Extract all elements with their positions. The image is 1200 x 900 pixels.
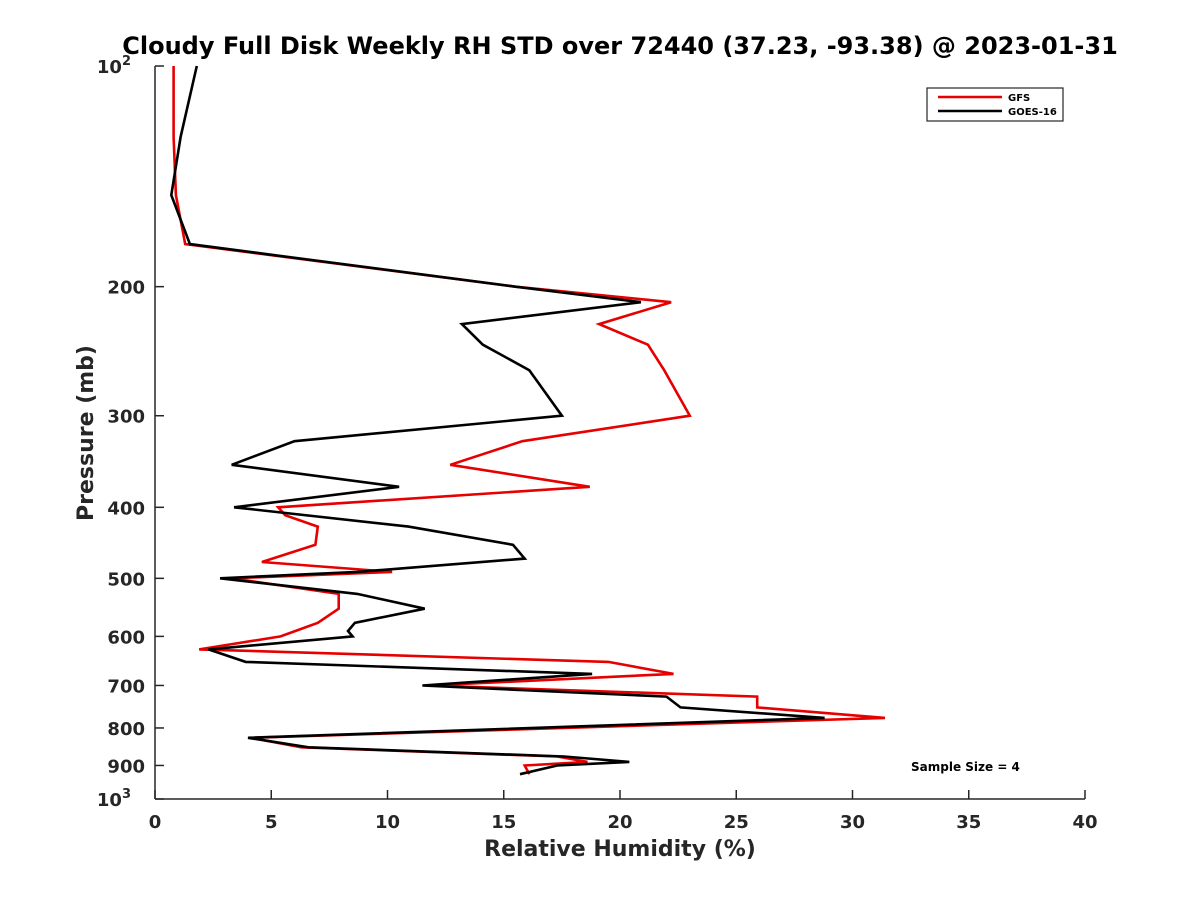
legend: GFS GOES-16 [926,87,1064,122]
x-tick-label: 0 [149,812,162,833]
legend-box [926,87,1064,122]
y-tick-label: 200 [107,278,145,299]
series-line-goes16 [169,65,825,776]
y-tick-label: 500 [107,569,145,590]
x-tick-label: 15 [491,812,516,833]
y-tick-label: 600 [107,627,145,648]
sample-size-annotation: Sample Size = 4 [911,760,1020,774]
series-layer [169,65,886,776]
y-tick-label: 900 [107,756,145,777]
y-tick-label: 103 [97,787,131,811]
chart-title: Cloudy Full Disk Weekly RH STD over 7244… [122,32,1118,60]
x-tick-label: 40 [1072,812,1097,833]
x-tick-label: 30 [840,812,865,833]
x-tick-label: 10 [375,812,400,833]
axis-box-bg [155,66,1085,799]
x-tick-label: 5 [265,812,278,833]
y-tick-label: 400 [107,498,145,519]
x-tick-label: 20 [607,812,632,833]
y-tick-label: 700 [107,676,145,697]
y-tick-label: 300 [107,407,145,428]
y-axis-label: Pressure (mb) [74,345,99,521]
y-tick-label: 800 [107,719,145,740]
legend-label-gfs: GFS [1008,93,1030,104]
x-tick-label: 35 [956,812,981,833]
y-tick-label: 102 [97,54,131,78]
x-ticks: 0 5 10 15 20 25 30 35 40 [149,790,1098,833]
x-axis-label: Relative Humidity (%) [484,837,756,862]
x-tick-label: 25 [724,812,749,833]
series-line-gfs [172,66,886,775]
legend-label-goes16: GOES-16 [1008,107,1057,118]
y-ticks: 102 200 300 400 500 600 700 800 900 103 [97,54,164,811]
